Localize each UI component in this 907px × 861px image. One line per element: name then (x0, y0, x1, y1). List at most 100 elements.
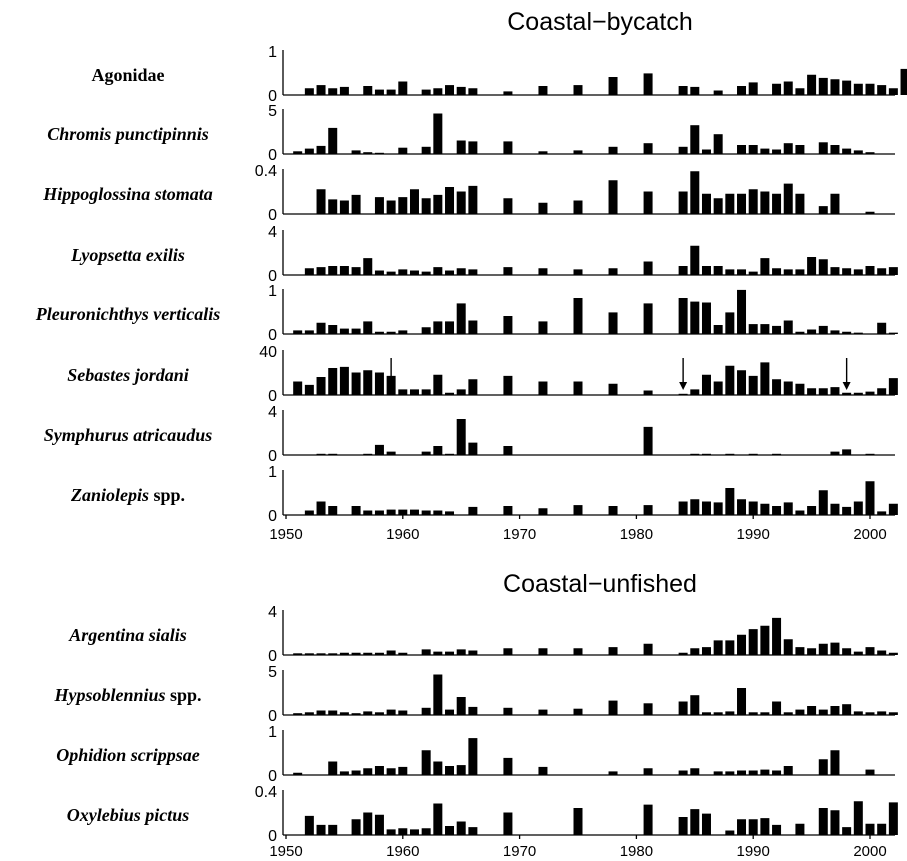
bar (888, 503, 898, 515)
bar (351, 819, 361, 835)
panel-label-name: Agonidae (91, 65, 164, 85)
bar (678, 86, 688, 95)
bar (398, 197, 408, 214)
bar (760, 258, 770, 275)
bar (304, 510, 314, 515)
y-tick-label: 1 (268, 724, 277, 741)
bar (830, 750, 840, 775)
bar (328, 325, 338, 334)
bar (316, 322, 326, 334)
bar (573, 381, 583, 395)
bar (573, 505, 583, 515)
bar (760, 148, 770, 154)
bar (468, 141, 478, 154)
bar (830, 267, 840, 275)
bar (293, 151, 303, 154)
bar (748, 271, 758, 275)
bar (888, 332, 898, 334)
bar (795, 88, 805, 95)
bar (713, 266, 723, 275)
bar (328, 653, 338, 655)
x-tick-label: 1980 (620, 526, 653, 543)
bar (701, 149, 711, 154)
bar (725, 269, 735, 275)
chart-title: Coastal−bycatch (507, 8, 693, 36)
bar (842, 80, 852, 95)
bar (690, 86, 700, 95)
bar (316, 710, 326, 715)
panel-label: Lyopsetta exilis (70, 245, 185, 265)
bar (643, 73, 653, 95)
bar (363, 711, 373, 715)
bar (538, 151, 548, 154)
bar (760, 324, 770, 334)
bar (398, 81, 408, 95)
bar (421, 510, 431, 515)
bar (783, 502, 793, 515)
bar (830, 387, 840, 395)
bar (421, 271, 431, 275)
panel-label: Symphurus atricaudus (44, 425, 213, 445)
bar (339, 652, 349, 655)
bar (386, 650, 396, 655)
bar (339, 200, 349, 214)
bar (293, 772, 303, 775)
x-tick-label: 1990 (737, 843, 770, 860)
bar (573, 708, 583, 715)
bar (783, 381, 793, 395)
bar (363, 812, 373, 835)
bar (374, 331, 384, 334)
panel-label: Ophidion scrippsae (56, 745, 200, 765)
bar (503, 506, 513, 515)
bar (468, 442, 478, 455)
bar (818, 759, 828, 775)
bar (328, 710, 338, 715)
bar (818, 388, 828, 395)
x-tick-label: 1950 (269, 843, 302, 860)
bar (877, 650, 887, 655)
bar (713, 502, 723, 515)
bar (538, 202, 548, 214)
bar (316, 267, 326, 275)
bar (690, 648, 700, 655)
bar (678, 817, 688, 835)
panel-label-name: Oxylebius pictus (67, 805, 190, 825)
bar (795, 331, 805, 334)
y-tick-label: 0 (268, 388, 277, 405)
bar (888, 88, 898, 95)
bar (363, 258, 373, 275)
bar (445, 453, 455, 455)
bar (456, 697, 466, 715)
bar (351, 506, 361, 515)
bar (363, 768, 373, 775)
bar (830, 706, 840, 715)
bar (877, 268, 887, 275)
y-tick-label: 0 (268, 828, 277, 845)
bar (304, 384, 314, 395)
bar (830, 145, 840, 154)
bar (421, 828, 431, 835)
bar (445, 826, 455, 835)
bar (678, 146, 688, 154)
bar (339, 771, 349, 775)
bar (865, 823, 875, 835)
bar (374, 270, 384, 275)
bar (690, 245, 700, 275)
bar (421, 389, 431, 395)
bar (573, 298, 583, 334)
bar (690, 768, 700, 775)
y-tick-label: 0 (268, 648, 277, 665)
bar (737, 289, 747, 334)
bar (374, 766, 384, 775)
bar (503, 141, 513, 154)
bar (409, 270, 419, 275)
bar (468, 88, 478, 95)
bar (760, 503, 770, 515)
bar (701, 647, 711, 655)
bar (573, 85, 583, 95)
bar (818, 259, 828, 275)
bar (877, 511, 887, 515)
bar (701, 453, 711, 455)
bar (456, 303, 466, 334)
bar (573, 648, 583, 655)
